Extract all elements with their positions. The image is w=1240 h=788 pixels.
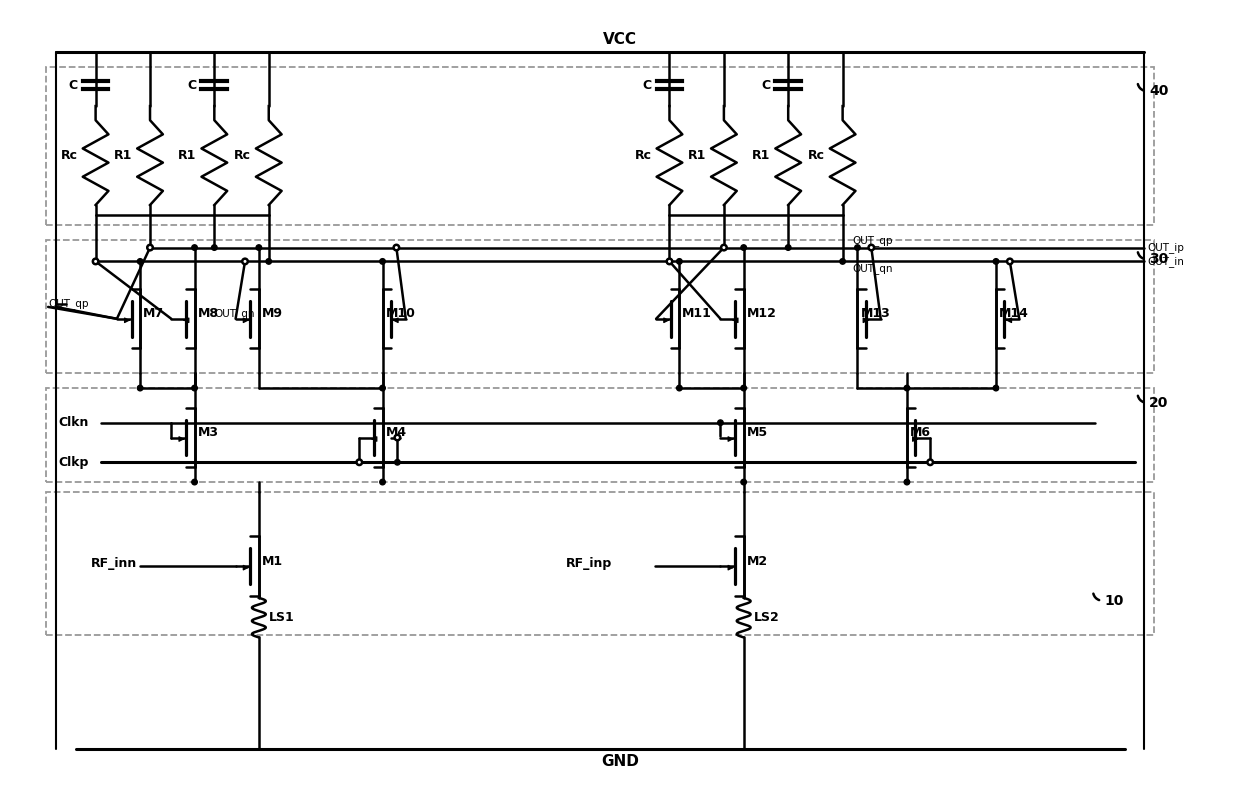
Circle shape xyxy=(357,459,362,465)
Text: C: C xyxy=(642,79,652,91)
Circle shape xyxy=(742,385,746,391)
Circle shape xyxy=(267,258,272,264)
Circle shape xyxy=(93,258,98,264)
Text: M1: M1 xyxy=(262,555,283,567)
Text: M3: M3 xyxy=(197,426,218,439)
Circle shape xyxy=(785,245,791,251)
Circle shape xyxy=(379,385,386,391)
Text: M9: M9 xyxy=(262,307,283,321)
Circle shape xyxy=(242,258,248,264)
Text: M7: M7 xyxy=(143,307,164,321)
Text: Clkn: Clkn xyxy=(58,416,88,429)
Circle shape xyxy=(138,385,143,391)
Text: M6: M6 xyxy=(910,426,931,439)
Circle shape xyxy=(148,245,153,251)
Text: Rc: Rc xyxy=(807,149,825,162)
Circle shape xyxy=(212,245,217,251)
Text: OUT_in: OUT_in xyxy=(1147,256,1184,267)
Text: 10: 10 xyxy=(1105,594,1125,608)
Text: GND: GND xyxy=(601,754,639,769)
Text: R1: R1 xyxy=(114,149,133,162)
Text: OUT_qn: OUT_qn xyxy=(853,263,893,274)
Text: M14: M14 xyxy=(999,307,1029,321)
Circle shape xyxy=(742,245,746,251)
Circle shape xyxy=(993,258,998,264)
Circle shape xyxy=(677,385,682,391)
Text: OUT_qn: OUT_qn xyxy=(215,308,255,319)
Text: 30: 30 xyxy=(1149,252,1168,266)
Text: LS1: LS1 xyxy=(269,611,295,624)
Text: R1: R1 xyxy=(751,149,770,162)
Text: C: C xyxy=(68,79,78,91)
Circle shape xyxy=(148,245,153,251)
Text: C: C xyxy=(187,79,196,91)
Circle shape xyxy=(742,479,746,485)
Circle shape xyxy=(722,245,727,251)
Circle shape xyxy=(394,459,401,465)
Text: M8: M8 xyxy=(197,307,218,321)
Text: M4: M4 xyxy=(386,426,407,439)
Text: M10: M10 xyxy=(386,307,415,321)
Circle shape xyxy=(667,258,672,264)
Circle shape xyxy=(839,258,846,264)
Circle shape xyxy=(677,258,682,264)
Circle shape xyxy=(904,479,910,485)
Text: R1: R1 xyxy=(688,149,706,162)
Circle shape xyxy=(192,245,197,251)
Circle shape xyxy=(993,385,998,391)
Circle shape xyxy=(868,245,874,251)
Text: M5: M5 xyxy=(746,426,768,439)
Circle shape xyxy=(138,258,143,264)
Circle shape xyxy=(1007,258,1013,264)
Text: R1: R1 xyxy=(179,149,196,162)
Circle shape xyxy=(393,245,399,251)
Text: LS2: LS2 xyxy=(754,611,779,624)
Text: M2: M2 xyxy=(746,555,768,567)
Text: Clkp: Clkp xyxy=(58,455,88,469)
Text: 20: 20 xyxy=(1149,396,1169,410)
Text: RF_inp: RF_inp xyxy=(565,556,611,570)
Text: OUT_qp: OUT_qp xyxy=(48,299,88,310)
Text: OUT_qp: OUT_qp xyxy=(853,235,893,246)
Text: RF_inn: RF_inn xyxy=(91,556,136,570)
Circle shape xyxy=(93,258,98,264)
Text: VCC: VCC xyxy=(603,32,637,46)
Circle shape xyxy=(718,420,723,426)
Circle shape xyxy=(257,245,262,251)
Text: Rc: Rc xyxy=(61,149,78,162)
Text: 40: 40 xyxy=(1149,84,1169,98)
Circle shape xyxy=(928,459,932,465)
Circle shape xyxy=(379,258,386,264)
Text: M11: M11 xyxy=(682,307,712,321)
Text: C: C xyxy=(761,79,770,91)
Text: OUT_ip: OUT_ip xyxy=(1147,242,1184,253)
Circle shape xyxy=(192,479,197,485)
Text: Rc: Rc xyxy=(234,149,250,162)
Circle shape xyxy=(722,245,727,251)
Text: M12: M12 xyxy=(746,307,776,321)
Circle shape xyxy=(379,479,386,485)
Circle shape xyxy=(394,435,401,440)
Circle shape xyxy=(854,245,861,251)
Circle shape xyxy=(192,385,197,391)
Circle shape xyxy=(904,385,910,391)
Text: Rc: Rc xyxy=(635,149,652,162)
Circle shape xyxy=(667,258,672,264)
Text: M13: M13 xyxy=(861,307,890,321)
